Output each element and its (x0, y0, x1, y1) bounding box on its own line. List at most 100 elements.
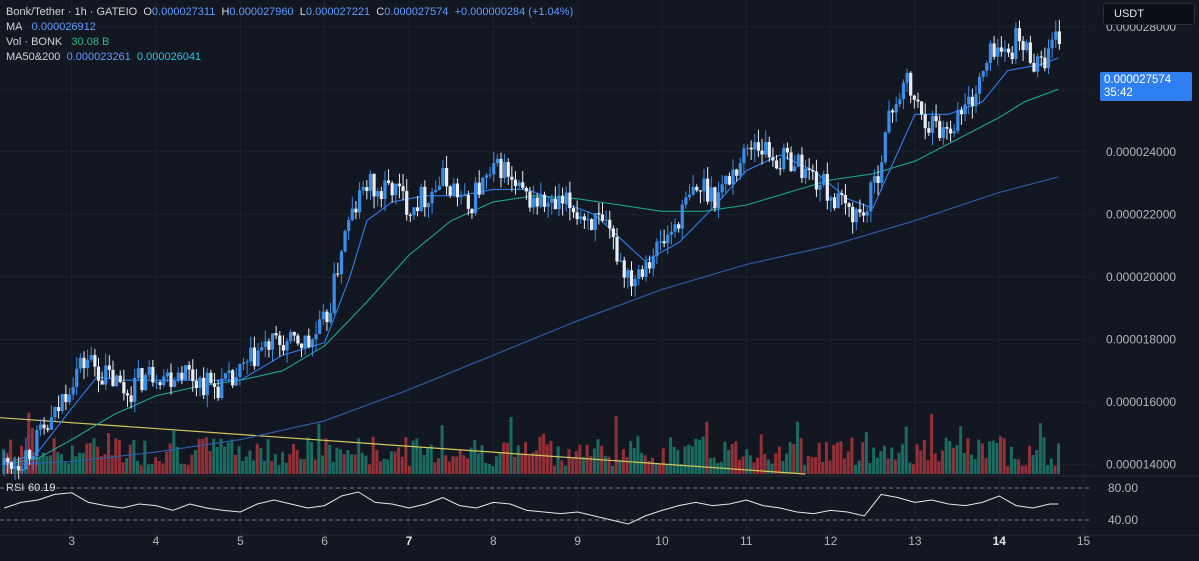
candle-body (680, 204, 684, 229)
candle-body (629, 270, 634, 287)
volume-bar (219, 438, 223, 474)
volume-bar (527, 455, 531, 474)
candle-body (590, 219, 594, 230)
volume-bar (759, 434, 763, 474)
candle-body (107, 365, 111, 370)
candle-body (502, 162, 507, 179)
candle-body (129, 395, 133, 402)
volume-bar (389, 451, 393, 474)
candle-body (793, 166, 797, 172)
volume-bar (422, 454, 426, 474)
candle-body (677, 224, 681, 229)
candle-body (452, 183, 456, 196)
volume-bar (34, 453, 38, 474)
volume-bar (625, 457, 629, 474)
volume-bar (328, 444, 332, 474)
candle-body (82, 357, 86, 369)
candle-body (299, 343, 304, 348)
volume-bar (737, 459, 741, 474)
ma-legend[interactable]: MA 0.000026912 (6, 21, 96, 33)
candle-body (938, 121, 942, 139)
candle-body (698, 190, 702, 192)
candle-body (861, 212, 866, 216)
candle-body (1010, 52, 1014, 60)
volume-bar (846, 451, 850, 474)
candle-body (568, 192, 572, 209)
volume-bar (937, 461, 941, 474)
volume-bar (346, 450, 350, 474)
volume-bar (465, 458, 469, 474)
candle-body (133, 377, 137, 402)
volume-bar (237, 446, 241, 474)
candle-body (890, 110, 895, 113)
candle-body (807, 168, 811, 171)
volume-bar (585, 444, 589, 474)
volume-bar (524, 442, 528, 474)
volume-bar (977, 439, 981, 474)
candle-body (967, 96, 971, 105)
volume-bar (810, 457, 814, 474)
volume-bar (788, 442, 792, 474)
volume-legend[interactable]: Vol · BONK 30.08 B (6, 36, 109, 48)
candle-body (1003, 48, 1007, 52)
volume-bar (1042, 437, 1046, 474)
volume-bar (382, 458, 386, 474)
currency-button[interactable]: USDT (1103, 3, 1195, 25)
candle-body (865, 211, 869, 216)
volume-bar (1049, 458, 1053, 474)
volume-bar (556, 446, 560, 474)
candle-body (648, 262, 652, 269)
candle-body (78, 357, 82, 369)
candle-body (927, 128, 931, 133)
candle-body (622, 260, 626, 278)
candle-body (637, 269, 641, 279)
candle-body (365, 187, 369, 192)
candle-body (75, 368, 79, 388)
volume-bar (487, 463, 491, 474)
candle-body (604, 219, 608, 221)
x-tick-label: 9 (574, 534, 581, 548)
candle-body (408, 214, 412, 216)
candle-body (67, 394, 72, 403)
volume-bar (549, 440, 553, 474)
volume-bar (59, 453, 63, 474)
symbol-label[interactable]: Bonk/Tether · 1h · GATEIO (6, 6, 138, 18)
candle-body (459, 196, 463, 198)
candle-body (735, 169, 739, 176)
volume-bar (571, 458, 575, 474)
volume-bar (607, 456, 611, 474)
volume-bar (959, 426, 963, 474)
volume-bar (748, 455, 752, 474)
candle-body (104, 365, 108, 385)
candle-body (100, 380, 104, 385)
candle-body (86, 359, 90, 369)
volume-bar (244, 456, 248, 474)
volume-bar (252, 460, 256, 474)
volume-bar (255, 443, 259, 474)
candle-body (303, 335, 307, 348)
volume-bar (393, 451, 397, 474)
candle-body (814, 171, 819, 190)
volume-bar (9, 439, 13, 474)
x-tick-label: 15 (1077, 534, 1091, 548)
rsi-level-label: 40.00 (1108, 513, 1138, 527)
candle-body (314, 333, 318, 340)
volume-bar (248, 450, 252, 474)
candle-body (415, 207, 420, 212)
candle-body (644, 262, 648, 277)
candle-body (586, 219, 590, 221)
candle-body (357, 190, 362, 213)
ma50-200-legend[interactable]: MA50&200 0.000023261 0.000026041 (6, 51, 201, 63)
rsi-value: 60.19 (28, 482, 56, 494)
volume-bar (215, 446, 219, 474)
volume-bar (241, 460, 245, 474)
candle-body (916, 99, 920, 102)
volume-bar (901, 444, 905, 474)
candle-body (832, 197, 837, 209)
volume-bar (444, 455, 448, 474)
candle-body (93, 355, 97, 367)
volume-bar (828, 460, 832, 474)
candle-body (281, 344, 286, 351)
volume-bar (186, 465, 190, 474)
